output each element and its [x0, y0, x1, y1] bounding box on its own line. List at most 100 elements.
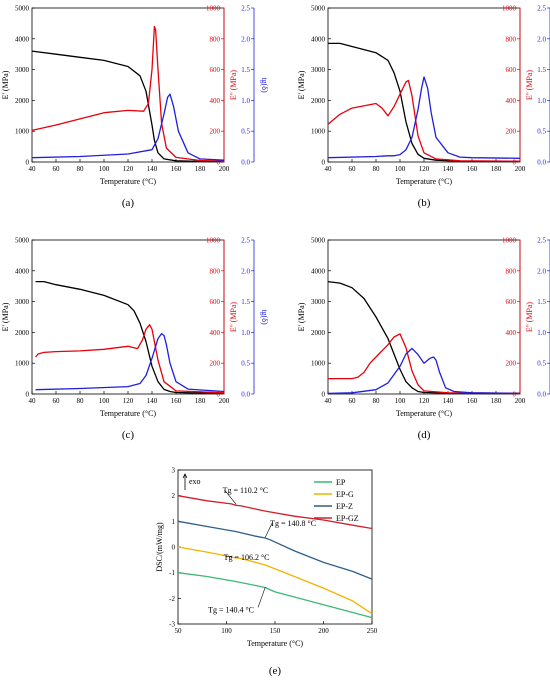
y1-tick-label: 4000 — [15, 267, 30, 275]
y2-tick-label: 0 — [513, 391, 517, 399]
y1-tick-label: 1000 — [311, 360, 326, 368]
y1-tick-label: 1000 — [15, 128, 30, 136]
y1-tick-label: 2000 — [15, 97, 30, 105]
dsc-line-ep-gz — [177, 495, 373, 530]
y2-tick-label: 1000 — [206, 5, 221, 13]
y1-tick-label: 4000 — [311, 35, 326, 43]
legend-label: EP-Z — [336, 502, 353, 511]
storage-modulus-line — [327, 280, 521, 395]
legend-label: EP-G — [336, 490, 354, 499]
y-tick-label: 2 — [172, 492, 176, 500]
y1-tick-label: 5000 — [15, 5, 30, 13]
y1-tick-label: 3000 — [311, 66, 326, 74]
y3-tick-label: 1.5 — [241, 298, 250, 306]
y1-axis-title: E' (MPa) — [297, 302, 306, 331]
dma-panel-c: 40 60 80 100 120 140 160 180 2000100020003000400… — [1, 237, 269, 442]
y3-axis-title: tg(δ) — [260, 77, 269, 93]
y2-axis-title: E'' (MPa) — [229, 70, 238, 101]
x-tick-label: 200 — [515, 397, 526, 405]
x-tick-label: 120 — [123, 165, 134, 173]
x-tick-label: 180 — [491, 165, 502, 173]
y3-tick-label: 1.5 — [241, 66, 250, 74]
x-tick-label: 200 — [219, 397, 230, 405]
dsc-line-ep — [177, 572, 373, 619]
y3-tick-label: 0.0 — [241, 159, 250, 167]
y2-tick-label: 800 — [210, 35, 221, 43]
y1-tick-label: 5000 — [311, 237, 326, 245]
y-tick-label: -2 — [169, 595, 175, 603]
legend-label: EP-GZ — [336, 514, 359, 523]
y2-tick-label: 200 — [506, 360, 517, 368]
y3-tick-label: 1.0 — [537, 329, 546, 337]
x-tick-label: 80 — [373, 397, 381, 405]
y2-tick-label: 0 — [217, 391, 221, 399]
dsc-panel-e: 50 100 150 200 250 3 2 1 0 -1 -2 -3 Temperature (°C)… — [155, 467, 378, 678]
tan-delta-line — [327, 347, 521, 395]
y1-tick-label: 4000 — [311, 267, 326, 275]
y1-axis-title: E' (MPa) — [297, 70, 306, 99]
y3-tick-label: 2.5 — [537, 237, 546, 245]
storage-modulus-line — [328, 42, 521, 163]
y3-tick-label: 0.0 — [241, 391, 250, 399]
x-tick-label: 120 — [123, 397, 134, 405]
x-tick-label: 140 — [443, 397, 454, 405]
y2-tick-label: 1000 — [502, 5, 517, 13]
x-tick-label: 40 — [325, 397, 333, 405]
y3-tick-label: 2.0 — [537, 267, 546, 275]
x-tick-label: 50 — [175, 627, 183, 635]
dsc-line-ep-g — [177, 546, 373, 615]
y3-tick-label: 0.5 — [537, 128, 546, 136]
y3-tick-label: 2.5 — [241, 5, 250, 13]
y2-tick-label: 200 — [210, 360, 221, 368]
y1-tick-label: 0 — [322, 159, 326, 167]
y3-tick-label: 1.0 — [241, 329, 250, 337]
y3-axis-title: tg(δ) — [260, 309, 269, 325]
x-tick-label: 150 — [270, 627, 281, 635]
x-tick-label: 80 — [77, 397, 85, 405]
y3-tick-label: 0.5 — [241, 360, 250, 368]
x-tick-label: 200 — [219, 165, 230, 173]
y1-tick-label: 2000 — [311, 97, 326, 105]
y3-tick-label: 2.0 — [537, 35, 546, 43]
y3-tick-label: 2.0 — [241, 267, 250, 275]
y1-tick-label: 2000 — [311, 329, 326, 337]
y-tick-label: -3 — [169, 621, 175, 629]
y3-tick-label: 0.0 — [537, 391, 546, 399]
y1-tick-label: 2000 — [15, 329, 30, 337]
dma-panel-d: 40 60 80 100 120 140 160 180 2000100020003000400… — [297, 237, 550, 441]
y3-tick-label: 2.0 — [241, 35, 250, 43]
tg-arrow — [224, 489, 237, 505]
y1-tick-label: 5000 — [311, 5, 326, 13]
x-tick-label: 160 — [171, 165, 182, 173]
legend-label: EP — [336, 478, 346, 487]
y2-tick-label: 600 — [210, 298, 221, 306]
x-tick-label: 80 — [77, 165, 85, 173]
x-tick-label: 60 — [349, 165, 357, 173]
tg-annotation: Tg = 110.2 °C — [223, 486, 269, 495]
y3-tick-label: 1.5 — [537, 298, 546, 306]
loss-modulus-line — [328, 333, 521, 394]
x-tick-label: 60 — [349, 397, 357, 405]
y1-tick-label: 3000 — [311, 298, 326, 306]
y1-tick-label: 0 — [26, 159, 30, 167]
y3-tick-label: 2.5 — [537, 5, 546, 13]
y3-tick-label: 1.0 — [241, 97, 250, 105]
x-tick-label: 100 — [221, 627, 232, 635]
y-tick-label: -1 — [169, 569, 175, 577]
y2-tick-label: 800 — [210, 267, 221, 275]
x-axis-title: Temperature (°C) — [100, 409, 157, 418]
tg-annotation: Tg = 140.4 °C — [208, 605, 254, 614]
x-tick-label: 160 — [171, 397, 182, 405]
x-tick-label: 200 — [515, 165, 526, 173]
y2-tick-label: 800 — [506, 35, 517, 43]
dma-panel-a: 40 60 80 100 120 140 160 180 2000100020003000400… — [1, 5, 269, 210]
x-tick-label: 100 — [99, 165, 110, 173]
y-tick-label: 3 — [172, 467, 176, 475]
y3-tick-label: 1.5 — [537, 66, 546, 74]
x-tick-label: 60 — [53, 165, 61, 173]
x-tick-label: 250 — [367, 627, 378, 635]
x-tick-label: 180 — [195, 165, 206, 173]
y1-tick-label: 0 — [26, 391, 30, 399]
y2-tick-label: 600 — [506, 66, 517, 74]
